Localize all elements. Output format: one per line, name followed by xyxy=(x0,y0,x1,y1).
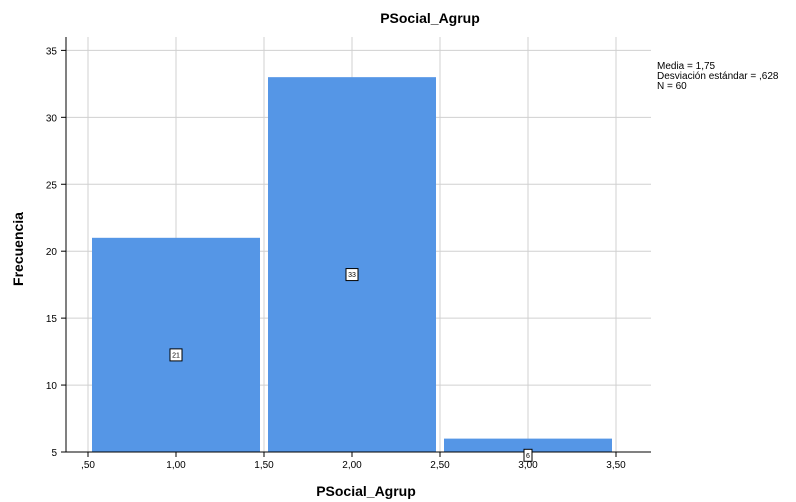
histogram-bar xyxy=(444,438,612,452)
y-tick-label: 35 xyxy=(46,46,58,57)
stats-n: N = 60 xyxy=(657,81,687,92)
data-label-box xyxy=(523,448,533,462)
data-label: 33 xyxy=(348,272,356,279)
chart-text: PSocial_Agrup PSocial_Agrup Frecuencia M… xyxy=(10,10,779,499)
chart-title: PSocial_Agrup xyxy=(380,10,480,26)
y-tick-label: 15 xyxy=(46,314,58,325)
axes: 5 10 15 20 25 30 35 ,50 1,00 1,50 2,00 2,50 3,00 3,50 xyxy=(46,37,651,471)
y-tick-label: 25 xyxy=(46,180,58,191)
stats-std: Desviación estándar = ,628 xyxy=(657,71,779,82)
x-tick-label: 1,50 xyxy=(254,460,274,471)
y-tick-label: 5 xyxy=(51,448,57,459)
x-tick-label: 3,50 xyxy=(606,460,626,471)
histogram-bar xyxy=(92,237,260,452)
x-tick-label: ,50 xyxy=(81,460,95,471)
data-labels: 21 33 6 xyxy=(169,268,533,462)
x-tick-label: 2,50 xyxy=(430,460,450,471)
histogram-bars xyxy=(92,77,612,453)
x-tick-label: 1,00 xyxy=(166,460,186,471)
stats-mean: Media = 1,75 xyxy=(657,61,716,72)
data-label: 21 xyxy=(172,352,180,359)
data-label-box xyxy=(345,268,359,282)
data-label-box xyxy=(169,348,183,362)
x-tick-label: 3,00 xyxy=(518,460,538,471)
y-axis-label: Frecuencia xyxy=(10,212,26,286)
histogram-bar xyxy=(268,77,436,453)
y-tick-label: 20 xyxy=(46,247,58,258)
x-axis-label: PSocial_Agrup xyxy=(316,483,416,499)
y-tick-label: 30 xyxy=(46,113,58,124)
x-tick-label: 2,00 xyxy=(342,460,362,471)
y-tick-label: 10 xyxy=(46,381,58,392)
data-label: 6 xyxy=(526,453,530,460)
